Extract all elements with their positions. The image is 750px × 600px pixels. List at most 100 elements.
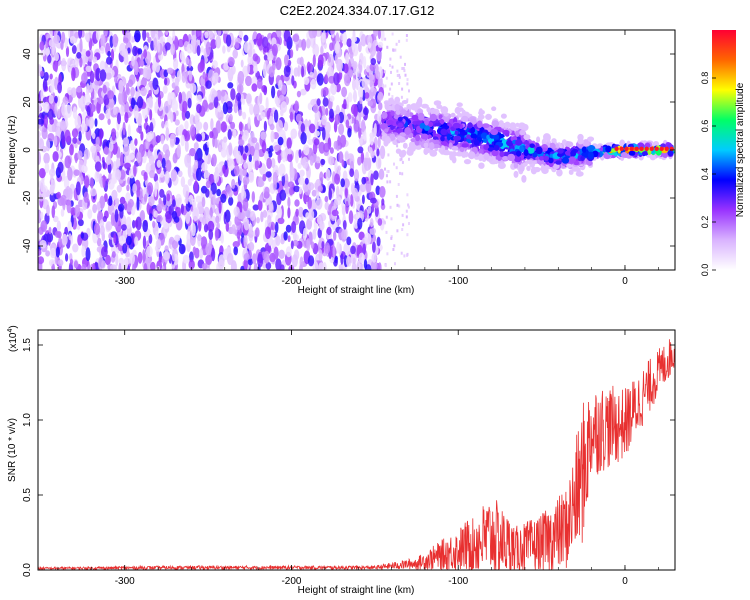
spectrogram-cell xyxy=(61,102,66,116)
spectrogram-cell xyxy=(243,234,248,248)
spectrogram-cell xyxy=(254,149,260,161)
spectrogram-cell xyxy=(222,102,228,115)
spectrogram-cell xyxy=(429,142,435,151)
spectrogram-cell xyxy=(180,176,186,188)
spectrogram-cell xyxy=(317,54,324,67)
spectrogram-cell xyxy=(399,171,401,175)
spectrogram-cell xyxy=(519,129,526,136)
spectrogram-cell xyxy=(493,159,499,165)
spectrogram-cell xyxy=(548,157,554,164)
spectrogram-cell xyxy=(177,170,183,178)
spectrogram-cell xyxy=(347,127,352,138)
spectrogram-cell xyxy=(118,203,125,212)
spectrogram-peak xyxy=(614,146,619,151)
spectrogram-cell xyxy=(315,192,320,200)
spectrogram-cell xyxy=(263,54,268,61)
spectrogram-cell xyxy=(408,222,410,225)
spectrogram-cell xyxy=(395,42,398,46)
spectrogram-cell xyxy=(403,69,406,73)
spectrogram-cell xyxy=(38,232,41,242)
spectrogram-cell xyxy=(565,141,574,148)
spectrogram-cell xyxy=(207,103,215,110)
spectrogram-cell xyxy=(109,98,115,109)
spectrogram-cell xyxy=(289,166,295,179)
spectrogram-cell xyxy=(187,164,192,178)
spectrogram-cell xyxy=(498,120,505,127)
spectrogram-cell xyxy=(108,195,113,206)
spectrogram-cell xyxy=(394,262,396,266)
spectrogram-cell xyxy=(557,152,564,157)
spectrogram-cell xyxy=(111,251,116,258)
spectrogram-cell xyxy=(359,96,363,105)
spectrogram-cell xyxy=(118,235,126,246)
spectrogram-cell xyxy=(369,74,373,88)
spectrogram-peak xyxy=(629,146,634,151)
spectrogram-cell xyxy=(377,91,384,101)
spectrogram-cell xyxy=(337,135,341,147)
spectrogram-cell xyxy=(64,226,69,236)
spectrogram-cell xyxy=(285,224,292,233)
spectrogram-cell xyxy=(146,245,153,258)
spectrogram-cell xyxy=(440,128,448,136)
spectrogram-cell xyxy=(384,264,387,268)
spectrogram-cell xyxy=(405,209,408,213)
spectrogram-cell xyxy=(71,45,77,54)
spectrogram-cell xyxy=(140,131,144,141)
spectrogram-cell xyxy=(207,220,215,232)
spectrogram-cell xyxy=(125,216,132,229)
spectrogram-cell xyxy=(483,144,490,151)
spectrogram-cell xyxy=(213,95,219,109)
spectrogram-cell xyxy=(350,245,356,255)
spectrogram-cell xyxy=(123,37,129,44)
spectrogram-cell xyxy=(364,84,369,95)
spectrogram-cell xyxy=(75,181,81,196)
spectrogram-cell xyxy=(49,73,53,80)
spectrogram-cell xyxy=(131,55,135,67)
spectrogram-cell xyxy=(499,151,505,158)
spectrogram-cell xyxy=(385,76,388,80)
colorbar-label: Normalized spectral amplitude xyxy=(735,82,746,217)
spectrogram-cell xyxy=(277,206,283,219)
spectrogram-cell xyxy=(355,77,359,91)
spectrogram-cell xyxy=(67,220,72,233)
spectrogram-cell xyxy=(497,162,506,170)
spectrogram-cell xyxy=(249,210,256,222)
spectrogram-cell xyxy=(57,81,62,94)
spectrogram-cell xyxy=(216,188,222,197)
spectrogram-cell xyxy=(402,67,405,70)
spectrogram-cell xyxy=(381,198,385,206)
spectrogram-cell xyxy=(398,150,406,158)
spectrogram-cell xyxy=(340,178,346,188)
spectrogram-cell xyxy=(165,159,172,173)
spectrogram-cell xyxy=(324,242,331,254)
spectrogram-cell xyxy=(355,211,361,220)
spectrogram-cell xyxy=(297,206,304,218)
spectrogram-cell xyxy=(247,116,251,130)
spectrogram-cell xyxy=(289,111,294,123)
spectrogram-cell xyxy=(346,38,353,48)
spectrogram-cell xyxy=(395,166,398,170)
spectrogram-cell xyxy=(277,217,285,225)
spectrogram-cell xyxy=(205,188,210,198)
snr-y-tick-label: 1.0 xyxy=(22,413,33,427)
spectrogram-cell xyxy=(570,150,577,157)
spectrogram-cell xyxy=(232,129,237,139)
spectrogram-cell xyxy=(373,170,379,180)
spectrogram-cell xyxy=(343,63,349,74)
spectrogram-cell xyxy=(477,153,484,162)
spectrogram-cell xyxy=(105,72,112,80)
spectrogram-cell xyxy=(166,67,174,75)
spectrogram-cell xyxy=(79,57,83,68)
spectrogram-cell xyxy=(85,65,92,73)
spectrogram-cell xyxy=(134,138,138,147)
snr-y-tick-label: 0.0 xyxy=(22,563,33,577)
spectrogram-cell xyxy=(234,41,240,49)
spectrogram-cell xyxy=(367,100,374,107)
spectrogram-cell xyxy=(352,78,357,91)
spectrogram-cell xyxy=(146,83,150,94)
spectrogram-cell xyxy=(269,123,275,131)
spectrogram-cell xyxy=(64,37,69,49)
spectrogram-cell xyxy=(83,153,87,167)
spectrogram-cell xyxy=(87,209,93,219)
spectrogram-cell xyxy=(492,134,500,140)
